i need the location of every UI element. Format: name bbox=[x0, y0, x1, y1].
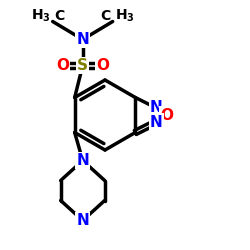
Text: $\mathbf{C}$: $\mathbf{C}$ bbox=[54, 8, 65, 22]
Text: O: O bbox=[96, 58, 109, 73]
Text: $\mathbf{H_3}$: $\mathbf{H_3}$ bbox=[115, 7, 134, 24]
Text: O: O bbox=[160, 108, 173, 122]
Text: N: N bbox=[76, 32, 89, 47]
Text: $\mathbf{H_3}$: $\mathbf{H_3}$ bbox=[31, 7, 51, 24]
Text: O: O bbox=[56, 58, 69, 73]
Text: N: N bbox=[150, 114, 162, 130]
Text: N: N bbox=[76, 213, 89, 228]
Text: N: N bbox=[150, 100, 162, 116]
Text: S: S bbox=[77, 58, 88, 73]
Text: $\mathbf{C}$: $\mathbf{C}$ bbox=[100, 8, 112, 22]
Text: N: N bbox=[76, 153, 89, 168]
